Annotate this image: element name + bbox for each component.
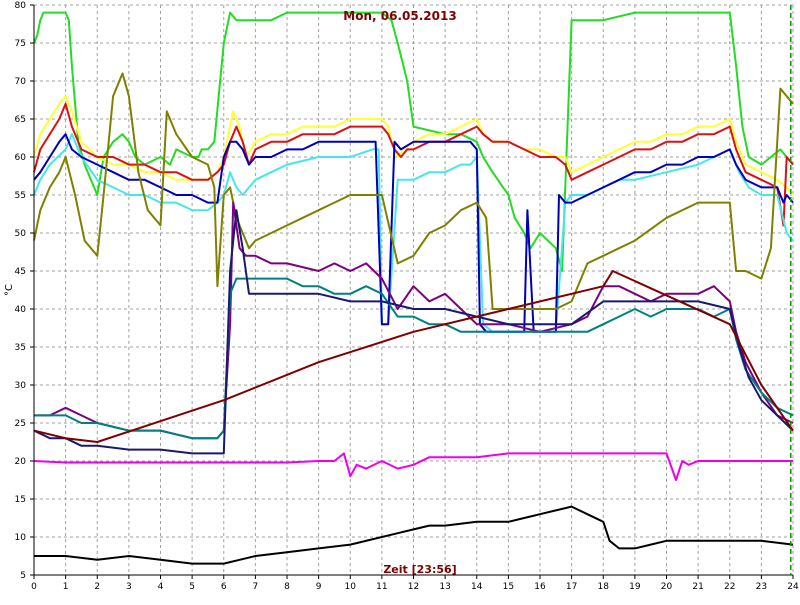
series-line-4 — [33, 133, 794, 333]
y-tick-label: 70 — [15, 77, 27, 87]
tick-labels: 0 1 2 3 4 5 6 7 8 9 10 11 12 13 14 15 16 17 18 19 20 21 22 23 24… — [15, 1, 799, 592]
series-line-8 — [34, 277, 794, 440]
y-tick-label: 40 — [15, 305, 27, 315]
x-tick-label: 21 — [692, 582, 703, 592]
x-tick-label: 8 — [284, 582, 290, 592]
y-tick-label: 15 — [15, 495, 26, 505]
x-tick-label: 7 — [253, 582, 259, 592]
y-tick-label: 60 — [15, 153, 27, 163]
y-tick-label: 30 — [15, 381, 27, 391]
x-axis-label: Zeit [23:56] — [383, 563, 456, 576]
x-tick-label: 10 — [345, 582, 357, 592]
x-tick-label: 14 — [471, 582, 483, 592]
x-tick-label: 17 — [566, 582, 577, 592]
x-tick-label: 22 — [724, 582, 735, 592]
y-tick-label: 80 — [15, 1, 27, 11]
axes — [30, 4, 794, 579]
x-tick-label: 11 — [376, 582, 387, 592]
x-tick-label: 0 — [31, 582, 37, 592]
x-tick-label: 16 — [534, 582, 546, 592]
x-tick-label: 5 — [189, 582, 195, 592]
x-tick-label: 1 — [63, 582, 69, 592]
y-tick-label: 10 — [15, 533, 27, 543]
x-tick-label: 23 — [756, 582, 767, 592]
y-tick-label: 5 — [20, 571, 26, 581]
y-tick-label: 55 — [15, 191, 26, 201]
x-tick-label: 2 — [94, 582, 100, 592]
y-tick-label: 45 — [15, 267, 26, 277]
series-lines — [33, 11, 794, 565]
y-tick-label: 25 — [15, 419, 26, 429]
y-axis-label: °C — [4, 284, 15, 296]
x-tick-label: 15 — [503, 582, 514, 592]
series-line-10 — [33, 270, 794, 443]
y-tick-label: 20 — [15, 457, 27, 467]
series-line-1 — [33, 11, 794, 272]
y-tick-label: 35 — [15, 343, 26, 353]
y-tick-label: 65 — [15, 115, 26, 125]
x-tick-label: 19 — [629, 582, 641, 592]
x-tick-label: 6 — [221, 582, 227, 592]
x-tick-label: 13 — [439, 582, 450, 592]
x-tick-label: 9 — [316, 582, 322, 592]
y-tick-label: 50 — [15, 229, 27, 239]
series-line-3 — [33, 102, 794, 227]
series-line-9 — [33, 209, 794, 455]
series-line-6 — [33, 72, 794, 310]
series-line-12 — [34, 505, 794, 565]
x-tick-label: 12 — [408, 582, 419, 592]
x-tick-label: 4 — [158, 582, 164, 592]
x-tick-label: 3 — [126, 582, 132, 592]
x-tick-label: 18 — [598, 582, 610, 592]
chart-title: Mon, 06.05.2013 — [343, 9, 456, 23]
x-tick-label: 20 — [661, 582, 673, 592]
series-line-5 — [33, 133, 794, 333]
x-tick-label: 24 — [787, 582, 799, 592]
grid-lines — [33, 4, 794, 576]
y-tick-label: 75 — [15, 39, 26, 49]
series-line-11 — [33, 452, 793, 481]
